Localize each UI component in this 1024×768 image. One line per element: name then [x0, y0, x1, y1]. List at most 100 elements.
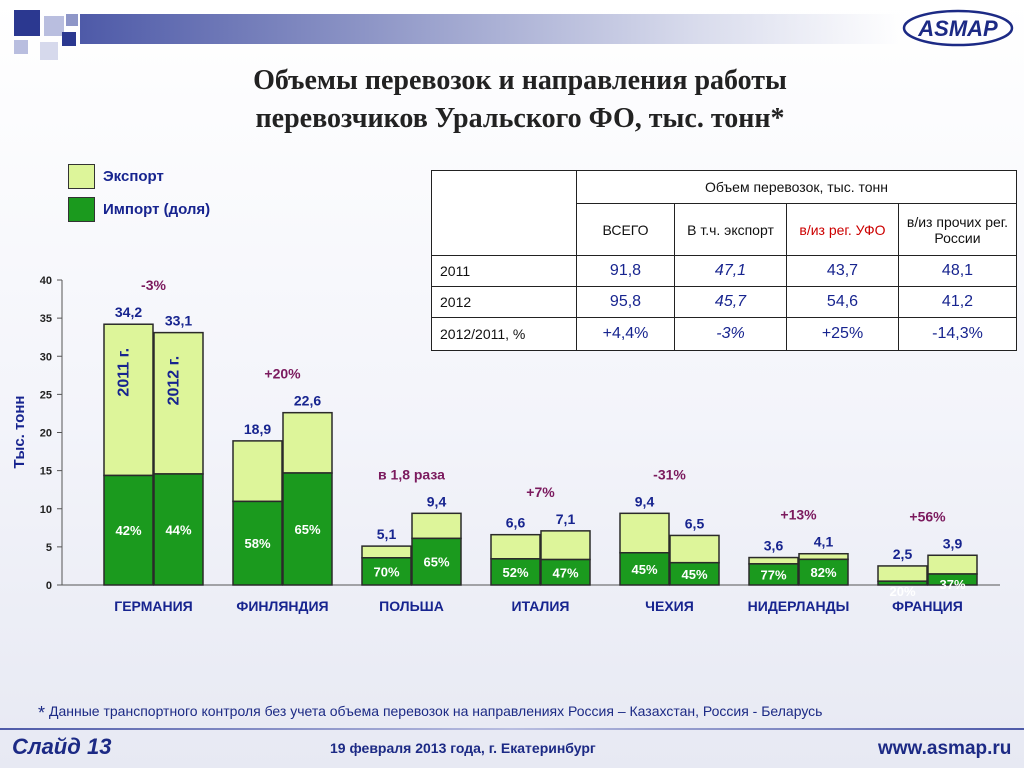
bar-export	[103, 323, 154, 477]
bar-import-share-label: 37%	[939, 577, 965, 592]
y-tick-label: 40	[40, 275, 52, 287]
y-tick-label: 0	[46, 580, 52, 592]
bar-export	[540, 530, 591, 561]
bar-import-share-label: 20%	[889, 584, 915, 599]
bar-import-share-label: 65%	[294, 522, 320, 537]
bar-total-label: 18,9	[244, 421, 271, 437]
bar-export	[748, 556, 799, 565]
footnote-text: Данные транспортного контроля без учета …	[49, 703, 823, 719]
bar-import	[748, 563, 799, 586]
decor-square	[14, 40, 28, 54]
table-row-label: 2012/2011, %	[431, 317, 577, 351]
decor-square	[44, 16, 64, 36]
category-label: НИДЕРЛАНДЫ	[748, 598, 850, 614]
change-label: +7%	[526, 484, 555, 500]
y-tick-label: 10	[40, 504, 52, 516]
bar-import	[153, 473, 204, 586]
bar-import-share-label: 45%	[681, 567, 707, 582]
bar-import-share-label: 44%	[165, 522, 191, 537]
change-label: -31%	[653, 466, 686, 482]
bar-export	[619, 512, 670, 554]
svg-text:ASMAP: ASMAP	[917, 16, 998, 41]
table-header-ufo: в/из рег. УФО	[786, 203, 899, 256]
bar-total-label: 9,4	[427, 493, 447, 509]
change-label: -3%	[141, 277, 166, 293]
footer-divider	[0, 728, 1024, 730]
category-label: ГЕРМАНИЯ	[114, 598, 192, 614]
bar-import	[798, 558, 849, 586]
bar-export	[927, 554, 978, 575]
bar-total-label: 33,1	[165, 313, 192, 329]
bar-export	[669, 534, 720, 564]
header-gradient-bar	[80, 14, 900, 44]
legend-label-import: Импорт (доля)	[103, 201, 211, 218]
bar-export	[411, 512, 462, 540]
bar-import	[232, 500, 283, 586]
table-corner-cell	[431, 170, 577, 256]
bar-import-share-label: 82%	[810, 565, 836, 580]
bar-import	[669, 561, 720, 586]
bar-total-label: 34,2	[115, 304, 142, 320]
bar-year-label: 2011 г.	[116, 348, 133, 397]
bar-import-share-label: 70%	[373, 564, 399, 579]
category-label: ЧЕХИЯ	[645, 598, 694, 614]
table-header-export: В т.ч. экспорт	[674, 203, 787, 256]
bar-export	[282, 411, 333, 474]
table-cell-export: -3%	[674, 317, 787, 351]
title-line-2: перевозчиков Уральского ФО, тыс. тонн*	[255, 103, 785, 134]
bar-import	[927, 573, 978, 586]
table-row: 2012/2011, % +4,4% -3% +25% -14,3%	[431, 317, 1017, 351]
bar-chart: 0 5 10 15 20 25 30 35 40 Тыс. тонн 34,2 42% 2011 г. 3…	[11, 275, 1000, 614]
legend-item-import: Импорт (доля)	[68, 193, 210, 226]
footer-site-link[interactable]: www.asmap.ru	[878, 738, 1012, 759]
bar-export	[798, 552, 849, 561]
table-cell-other: 41,2	[898, 286, 1017, 318]
legend-swatch-import	[68, 197, 95, 222]
table-cell-ufo: +25%	[786, 317, 899, 351]
table-cell-ufo: 43,7	[786, 255, 899, 287]
bar-total-label: 3,9	[943, 535, 963, 551]
footer-date: 19 февраля 2013 года, г. Екатеринбург	[330, 740, 596, 756]
bar-total-label: 7,1	[556, 511, 576, 527]
legend-label-export: Экспорт	[103, 168, 164, 185]
bar-import	[361, 557, 412, 586]
table-row: 2011 91,8 47,1 43,7 48,1	[431, 255, 1017, 287]
bar-import-share-label: 42%	[115, 523, 141, 538]
table-cell-export: 47,1	[674, 255, 787, 287]
bar-total-label: 9,4	[635, 493, 655, 509]
change-label: в 1,8 раза	[378, 466, 445, 482]
page-title: Объемы перевозок и направления работы пе…	[120, 62, 920, 138]
table-cell-other: 48,1	[898, 255, 1017, 287]
change-label: +20%	[264, 366, 301, 382]
bar-export	[232, 440, 283, 503]
bar-total-label: 2,5	[893, 546, 913, 562]
bar-total-label: 3,6	[764, 538, 784, 554]
summary-table: Объем перевозок, тыс. тонн ВСЕГО В т.ч. …	[431, 170, 1017, 351]
bar-export	[361, 545, 412, 559]
bar-import	[619, 551, 670, 586]
legend-item-export: Экспорт	[68, 160, 210, 193]
bar-import-share-label: 65%	[423, 555, 449, 570]
title-line-1: Объемы перевозок и направления работы	[253, 65, 787, 96]
category-label: ФРАНЦИЯ	[892, 598, 963, 614]
table-cell-ufo: 54,6	[786, 286, 899, 318]
bar-import	[540, 558, 591, 586]
y-tick-label: 15	[40, 466, 52, 478]
bar-export	[877, 565, 928, 582]
bar-export	[153, 331, 204, 475]
table-row: 2012 95,8 45,7 54,6 41,2	[431, 286, 1017, 318]
y-tick-label: 25	[40, 389, 52, 401]
decor-square	[66, 14, 78, 26]
decor-square	[62, 32, 76, 46]
y-tick-label: 5	[46, 542, 52, 554]
change-label: +13%	[780, 507, 817, 523]
bar-import	[877, 580, 928, 586]
decor-square	[14, 10, 40, 36]
category-label: ФИНЛЯНДИЯ	[236, 598, 328, 614]
table-cell-other: -14,3%	[898, 317, 1017, 351]
bar-year-label: 2012 г.	[166, 356, 183, 406]
bar-import	[103, 474, 154, 586]
bar-total-label: 22,6	[294, 393, 321, 409]
table-header-other: в/из прочих рег. России	[898, 203, 1017, 256]
footnote-star: *	[38, 703, 46, 723]
